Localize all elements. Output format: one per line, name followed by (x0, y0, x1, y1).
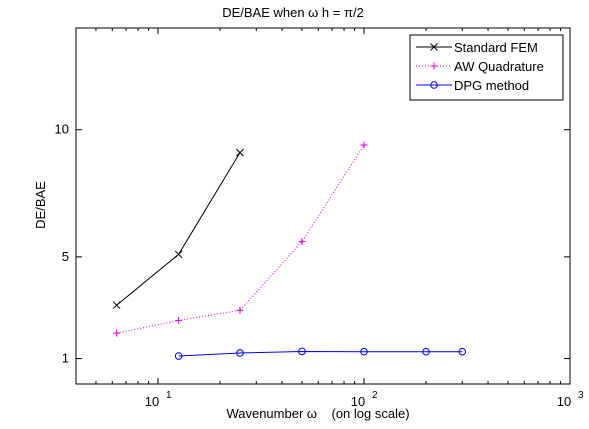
series-1 (113, 141, 368, 337)
legend-marker (430, 62, 438, 70)
x-tick-label-exponent: 1 (166, 390, 172, 401)
data-point (236, 148, 244, 157)
x-tick-label: 10 (145, 394, 159, 409)
series-line (116, 144, 365, 334)
data-point (360, 347, 368, 356)
y-tick-label: 5 (62, 249, 69, 264)
x-tick-label: 10 (557, 394, 571, 409)
y-tick-label: 1 (62, 351, 69, 366)
data-point (236, 306, 244, 314)
x-tick-label-exponent: 2 (372, 390, 378, 401)
series-2 (174, 347, 467, 360)
data-point (175, 316, 183, 324)
x-axis-label: Wavenumber ω (on log scale) (226, 406, 409, 421)
x-tick-label: 10 (351, 394, 365, 409)
legend-marker (430, 43, 438, 51)
y-axis-label: DE/BAE (33, 181, 48, 229)
legend-label: AW Quadrature (454, 59, 544, 74)
y-tick-label: 10 (55, 122, 69, 137)
series-line (178, 350, 463, 357)
chart-title: DE/BAE when ω h = π/2 (222, 5, 364, 20)
x-tick-label-exponent: 3 (578, 390, 584, 401)
data-point (422, 347, 430, 356)
data-point (113, 329, 121, 337)
legend: Standard FEM AW Quadrature DPG method (409, 34, 564, 101)
series-0 (112, 148, 244, 310)
data-point (298, 238, 306, 246)
legend-label: DPG method (454, 78, 529, 93)
legend-marker (430, 81, 438, 89)
legend-entry: Standard FEM (416, 40, 538, 55)
data-point (458, 347, 467, 356)
legend-entry: DPG method (416, 78, 529, 93)
series-layer (112, 141, 467, 360)
data-point (360, 141, 368, 149)
legend-entry: AW Quadrature (416, 59, 544, 74)
x-axis-ticks: 10 1 10 2 10 3 (75, 28, 584, 409)
data-point (112, 301, 121, 310)
data-point (298, 347, 306, 356)
data-point (236, 349, 244, 357)
data-point (174, 250, 183, 259)
data-point (174, 352, 183, 360)
legend-label: Standard FEM (454, 40, 538, 55)
